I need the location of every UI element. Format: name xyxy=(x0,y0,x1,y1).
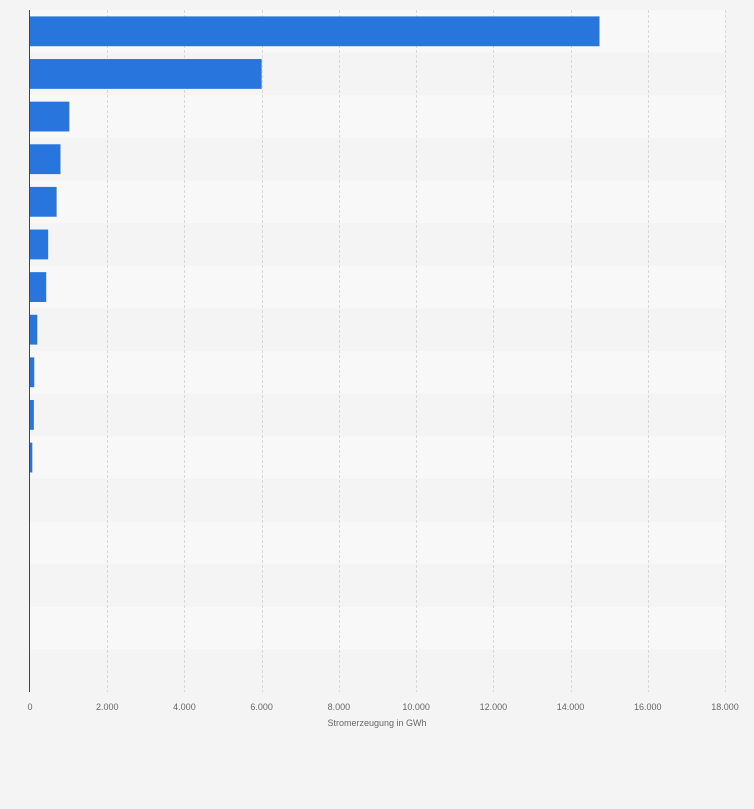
bar[interactable] xyxy=(30,314,38,345)
row-band xyxy=(30,564,725,607)
bar[interactable] xyxy=(30,272,47,302)
bars xyxy=(30,16,600,473)
bar[interactable] xyxy=(30,144,61,175)
bar[interactable] xyxy=(30,59,262,89)
x-tick-label: 18.000 xyxy=(711,702,739,712)
x-tick-label: 16.000 xyxy=(634,702,662,712)
bar[interactable] xyxy=(30,186,57,217)
x-tick-label: 10.000 xyxy=(402,702,430,712)
row-band xyxy=(30,393,725,437)
row-band xyxy=(30,351,725,394)
x-tick-label: 4.000 xyxy=(173,702,196,712)
x-axis-title: Stromerzeugung in GWh xyxy=(327,718,426,728)
bar[interactable] xyxy=(30,101,70,132)
bar[interactable] xyxy=(30,229,49,260)
x-tick-label: 6.000 xyxy=(250,702,273,712)
row-band xyxy=(30,649,725,692)
x-tick-label: 14.000 xyxy=(557,702,585,712)
row-bands xyxy=(30,10,725,692)
row-band xyxy=(30,436,725,479)
row-band xyxy=(30,478,725,522)
row-band xyxy=(30,180,725,224)
row-band xyxy=(30,521,725,565)
bar[interactable] xyxy=(30,442,33,473)
bar[interactable] xyxy=(30,357,35,388)
x-tick-label: 2.000 xyxy=(96,702,119,712)
bar[interactable] xyxy=(30,400,34,430)
x-tick-label: 12.000 xyxy=(480,702,508,712)
row-band xyxy=(30,308,725,351)
x-tick-label: 0 xyxy=(27,702,32,712)
row-band xyxy=(30,95,725,138)
bar[interactable] xyxy=(30,16,600,47)
x-tick-label: 8.000 xyxy=(328,702,351,712)
gridlines xyxy=(107,10,726,692)
x-tick-labels: 0 2.000 4.000 6.000 8.000 10.000 12.000 14.000 1… xyxy=(27,702,738,712)
row-band xyxy=(30,223,725,266)
row-band xyxy=(30,137,725,181)
row-band xyxy=(30,265,725,309)
row-band xyxy=(30,606,725,650)
